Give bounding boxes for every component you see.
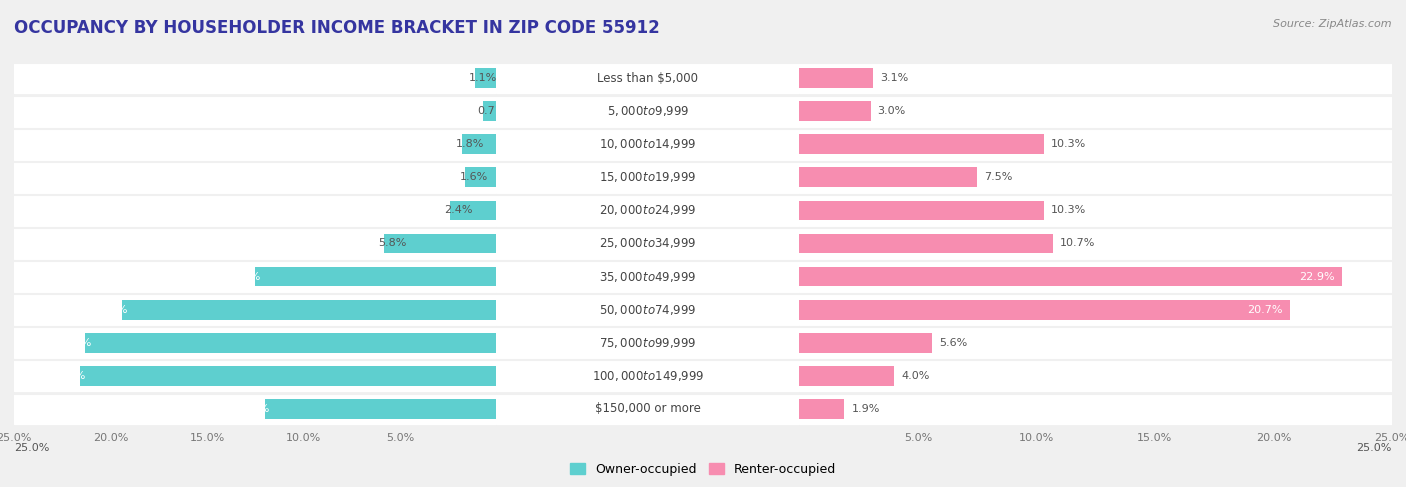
Text: $20,000 to $24,999: $20,000 to $24,999: [599, 204, 696, 218]
Bar: [800, 327, 1392, 358]
Bar: [800, 228, 1392, 259]
Text: 1.9%: 1.9%: [852, 404, 880, 414]
Bar: [14, 63, 496, 94]
Bar: [496, 393, 800, 424]
Bar: [14, 262, 496, 292]
Text: Source: ZipAtlas.com: Source: ZipAtlas.com: [1274, 19, 1392, 30]
Text: 1.6%: 1.6%: [460, 172, 488, 183]
Text: $25,000 to $34,999: $25,000 to $34,999: [599, 237, 696, 250]
Bar: [14, 228, 496, 259]
Text: Less than $5,000: Less than $5,000: [598, 72, 699, 85]
Text: OCCUPANCY BY HOUSEHOLDER INCOME BRACKET IN ZIP CODE 55912: OCCUPANCY BY HOUSEHOLDER INCOME BRACKET …: [14, 19, 659, 37]
Text: 0.71%: 0.71%: [477, 106, 512, 116]
Bar: [800, 360, 1392, 391]
Bar: [450, 201, 496, 220]
Bar: [14, 327, 496, 358]
Bar: [496, 129, 800, 160]
Text: 4.0%: 4.0%: [901, 371, 929, 381]
Bar: [496, 262, 800, 292]
Bar: [800, 201, 1043, 220]
Text: $10,000 to $14,999: $10,000 to $14,999: [599, 137, 696, 151]
Bar: [264, 399, 496, 419]
Bar: [14, 195, 496, 225]
Bar: [800, 129, 1392, 160]
Text: $35,000 to $49,999: $35,000 to $49,999: [599, 269, 696, 283]
Bar: [384, 234, 496, 253]
Text: 12.0%: 12.0%: [235, 404, 270, 414]
Text: 5.8%: 5.8%: [378, 239, 406, 248]
Bar: [496, 96, 800, 127]
Text: 10.3%: 10.3%: [1050, 206, 1085, 215]
Bar: [800, 267, 1343, 286]
Bar: [80, 366, 496, 386]
Bar: [496, 195, 800, 225]
Text: 7.5%: 7.5%: [984, 172, 1012, 183]
Text: $50,000 to $74,999: $50,000 to $74,999: [599, 302, 696, 317]
Text: 22.9%: 22.9%: [1299, 272, 1336, 281]
Text: 21.3%: 21.3%: [56, 337, 91, 348]
Text: 10.7%: 10.7%: [1060, 239, 1095, 248]
Bar: [800, 168, 977, 187]
Text: 25.0%: 25.0%: [14, 443, 49, 453]
Bar: [800, 68, 873, 88]
Text: 19.4%: 19.4%: [93, 304, 128, 315]
Bar: [496, 327, 800, 358]
Text: 5.6%: 5.6%: [939, 337, 967, 348]
Text: $15,000 to $19,999: $15,000 to $19,999: [599, 170, 696, 185]
Bar: [496, 228, 800, 259]
Text: 3.1%: 3.1%: [880, 73, 908, 83]
Text: 20.7%: 20.7%: [1247, 304, 1282, 315]
Bar: [14, 294, 496, 325]
Bar: [800, 96, 1392, 127]
Bar: [800, 300, 1291, 319]
Text: $75,000 to $99,999: $75,000 to $99,999: [599, 336, 696, 350]
Bar: [14, 129, 496, 160]
Text: 10.3%: 10.3%: [1050, 139, 1085, 150]
Bar: [800, 234, 1053, 253]
Bar: [800, 63, 1392, 94]
Bar: [86, 333, 496, 353]
Bar: [461, 134, 496, 154]
Bar: [800, 393, 1392, 424]
Bar: [496, 63, 800, 94]
Bar: [800, 366, 894, 386]
Text: 3.0%: 3.0%: [877, 106, 905, 116]
Text: 2.4%: 2.4%: [444, 206, 472, 215]
Bar: [496, 294, 800, 325]
Bar: [14, 360, 496, 391]
Bar: [800, 101, 870, 121]
Bar: [482, 101, 496, 121]
Bar: [475, 68, 496, 88]
Text: $150,000 or more: $150,000 or more: [595, 402, 700, 415]
Bar: [800, 294, 1392, 325]
Bar: [256, 267, 496, 286]
Bar: [800, 195, 1392, 225]
Text: 12.5%: 12.5%: [225, 272, 262, 281]
Bar: [496, 162, 800, 193]
Bar: [800, 399, 845, 419]
Bar: [14, 393, 496, 424]
Text: 1.1%: 1.1%: [470, 73, 498, 83]
Bar: [800, 333, 932, 353]
Bar: [14, 96, 496, 127]
Text: 21.6%: 21.6%: [51, 371, 86, 381]
Legend: Owner-occupied, Renter-occupied: Owner-occupied, Renter-occupied: [565, 458, 841, 481]
Text: 25.0%: 25.0%: [1357, 443, 1392, 453]
Bar: [800, 262, 1392, 292]
Text: $100,000 to $149,999: $100,000 to $149,999: [592, 369, 704, 383]
Bar: [14, 162, 496, 193]
Bar: [800, 162, 1392, 193]
Bar: [800, 134, 1043, 154]
Bar: [496, 360, 800, 391]
Text: 1.8%: 1.8%: [456, 139, 484, 150]
Bar: [122, 300, 496, 319]
Text: $5,000 to $9,999: $5,000 to $9,999: [606, 104, 689, 118]
Bar: [465, 168, 496, 187]
